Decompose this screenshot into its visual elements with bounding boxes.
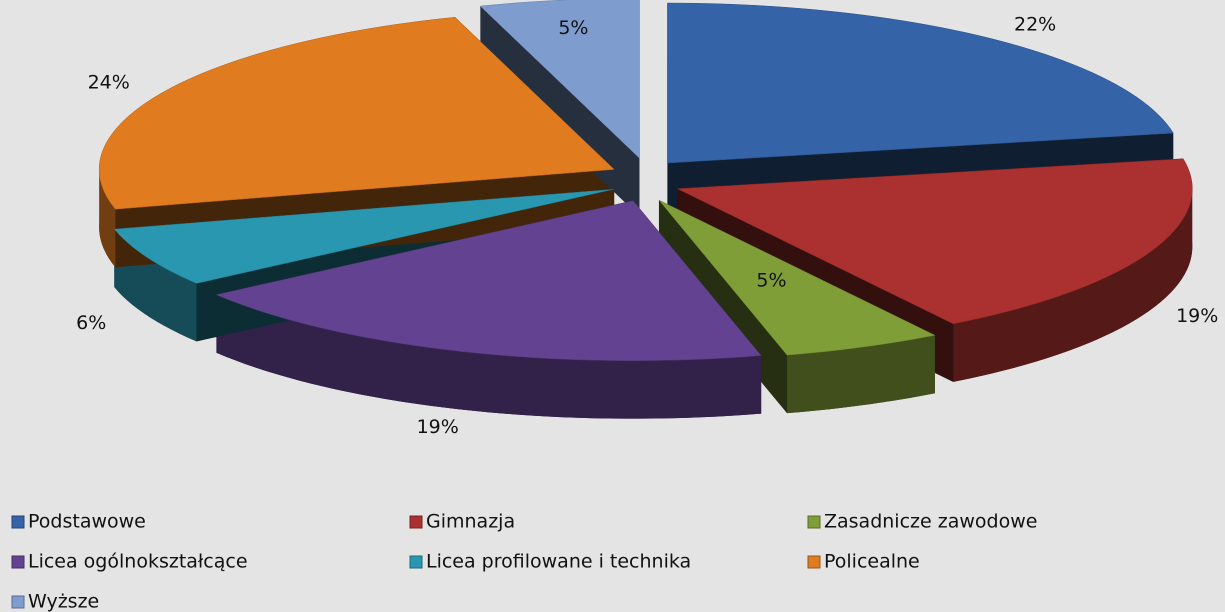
pie-slice bbox=[113, 189, 614, 284]
data-label: 24% bbox=[88, 72, 130, 94]
legend-label: Zasadnicze zawodowe bbox=[824, 511, 1037, 533]
legend-label: Policealne bbox=[824, 551, 920, 573]
data-label: 19% bbox=[1176, 305, 1218, 327]
slice-side bbox=[953, 188, 1193, 382]
legend-swatch bbox=[409, 515, 423, 529]
data-labels: 22% 19% 5% 19% 6% 24% 5% bbox=[76, 13, 1218, 437]
slice-side bbox=[99, 169, 116, 268]
pie-slice bbox=[658, 199, 936, 356]
legend-swatch bbox=[409, 555, 423, 569]
legend-label: Gimnazja bbox=[426, 511, 515, 533]
data-label: 22% bbox=[1014, 13, 1056, 35]
legend-swatch bbox=[11, 595, 25, 609]
slice-side bbox=[216, 294, 762, 419]
data-label: 19% bbox=[417, 416, 459, 438]
pie-slice bbox=[479, 0, 640, 159]
pie-slice bbox=[98, 16, 615, 210]
data-label: 5% bbox=[558, 17, 588, 39]
pie-slice bbox=[667, 2, 1174, 164]
pie-slice bbox=[215, 200, 762, 361]
legend: Podstawowe Gimnazja Zasadnicze zawodowe Lic… bbox=[11, 511, 1037, 612]
legend-swatch bbox=[807, 555, 821, 569]
legend-label: Podstawowe bbox=[28, 511, 146, 533]
pie-slice bbox=[676, 158, 1193, 325]
data-label: 6% bbox=[76, 312, 106, 334]
legend-label: Licea profilowane i technika bbox=[426, 551, 691, 573]
legend-swatch bbox=[11, 555, 25, 569]
slice-side bbox=[787, 335, 935, 414]
legend-label: Licea ogólnokształcące bbox=[28, 551, 248, 573]
legend-swatch bbox=[807, 515, 821, 529]
data-label: 5% bbox=[756, 269, 786, 291]
legend-swatch bbox=[11, 515, 25, 529]
pie-tops bbox=[98, 0, 1193, 361]
legend-label: Wyższe bbox=[28, 591, 99, 612]
